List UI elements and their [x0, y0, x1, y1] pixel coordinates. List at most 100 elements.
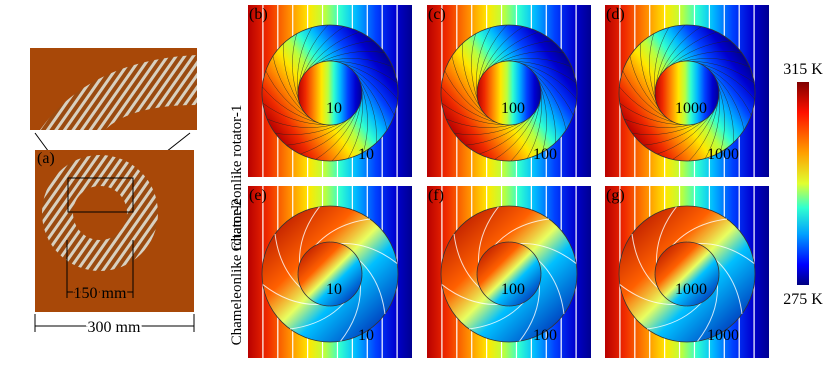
spiral-layer: [462, 43, 481, 109]
rotator-core: [297, 60, 363, 126]
spiral-layer: [672, 107, 716, 160]
inner-value: 100: [501, 100, 525, 117]
spiral-layer: [662, 31, 717, 72]
spiral-layer: [471, 33, 479, 101]
outer-dimension: 300 mm: [88, 319, 141, 336]
spiral-layer: [520, 62, 577, 100]
spiral-layer: [698, 62, 755, 100]
spiral-layer: [353, 71, 388, 131]
inner-value: 10: [326, 100, 342, 117]
spiral-layer: [655, 24, 686, 86]
spiral-layer: [262, 86, 319, 124]
spiral-layer: [480, 26, 524, 79]
spiral-layer: [539, 85, 547, 153]
spiral-layer: [494, 107, 538, 160]
spiral-layer: [619, 86, 676, 124]
spiral-layer: [315, 107, 359, 160]
spiral-layer: [705, 66, 752, 116]
spiral-layer: [275, 122, 342, 135]
spiral-layer: [512, 60, 577, 84]
spiral-layer: [624, 118, 691, 128]
inner-value: 1000: [675, 281, 707, 298]
outer-value: 100: [533, 327, 557, 344]
spiral-layer: [654, 27, 670, 94]
rotator-core: [476, 241, 542, 307]
spiral-layer: [297, 27, 313, 94]
spiral-layer: [532, 71, 567, 131]
panel-label: (f): [428, 187, 444, 204]
inner-value: 100: [501, 281, 525, 298]
rotator-core: [654, 241, 720, 307]
zoom-box: [67, 177, 134, 213]
spiral-layer: [267, 118, 334, 128]
field-panel: (e) 10 10: [248, 186, 412, 358]
spiral-layer: [272, 55, 307, 115]
spiral-layer: [331, 100, 362, 162]
spiral-layer: [341, 62, 398, 100]
inner-value: 1000: [675, 100, 707, 117]
spiral-layer: [305, 31, 360, 72]
outer-value: 1000: [707, 146, 739, 163]
spiral-layer: [510, 100, 541, 162]
spiral-layer: [683, 58, 750, 68]
colorbar-max: 315 K: [783, 61, 823, 78]
spiral-layer: [688, 100, 719, 162]
spiral-layer: [311, 40, 374, 67]
spiral-layer: [333, 60, 398, 84]
field-panel: (d) 1000 1000: [605, 5, 769, 177]
inner-dimension: 150 mm: [74, 285, 127, 302]
panel-label: (a): [37, 150, 55, 167]
spiral-layer: [658, 26, 702, 79]
spiral-layer: [286, 119, 349, 146]
spiral-layer: [476, 27, 492, 94]
panel-label: (d): [606, 6, 625, 23]
spiral-layer: [318, 51, 385, 64]
spiral-layer: [484, 31, 539, 72]
spiral-layer: [505, 58, 572, 68]
spiral-layer: [300, 114, 355, 155]
inner-value: 10: [326, 281, 342, 298]
field-panel: (g) 1000 1000: [605, 186, 769, 358]
spiral-layer: [710, 71, 745, 131]
panel-label: (e): [249, 187, 267, 204]
spiral-layer: [717, 85, 725, 153]
field-panel: (b) 10 10: [248, 5, 412, 177]
spiral-layer: [640, 43, 659, 109]
spiral-layer: [298, 24, 329, 86]
spiral-layer: [643, 119, 706, 146]
spiral-layer: [454, 122, 521, 135]
rotator-core: [654, 60, 720, 126]
outer-value: 1000: [707, 327, 739, 344]
spiral-layer: [348, 66, 395, 116]
field-panel: (c) 100 100: [427, 5, 591, 177]
spiral-layer: [619, 102, 684, 126]
spiral-layer: [527, 66, 574, 116]
spiral-layer: [704, 92, 720, 159]
panel-label: (g): [606, 187, 625, 204]
zoom-stripes: [40, 55, 197, 130]
spiral-layer: [490, 40, 553, 67]
spiral-layer: [622, 70, 669, 120]
spiral-layer: [347, 92, 363, 159]
spiral-layer: [465, 119, 528, 146]
spiral-layer: [479, 114, 534, 155]
panel-label: (b): [249, 6, 268, 23]
colorbar: [797, 82, 809, 285]
spiral-layer: [265, 70, 312, 120]
device-core: [73, 186, 127, 240]
spiral-layer: [446, 118, 513, 128]
colorbar-min: 275 K: [783, 291, 823, 308]
spiral-layer: [477, 24, 508, 86]
spiral-layer: [441, 102, 506, 126]
spiral-layer: [451, 55, 486, 115]
spiral-layer: [262, 102, 327, 126]
spiral-layer: [668, 40, 731, 67]
spiral-layer: [715, 77, 734, 143]
spiral-layer: [358, 77, 377, 143]
outer-value: 10: [358, 146, 374, 163]
outer-value: 100: [533, 146, 557, 163]
row-label: Chameleonlike rotator-1: [229, 105, 245, 252]
row-label: Chameleonlike rotator-2: [229, 199, 245, 346]
spiral-layer: [497, 51, 564, 64]
